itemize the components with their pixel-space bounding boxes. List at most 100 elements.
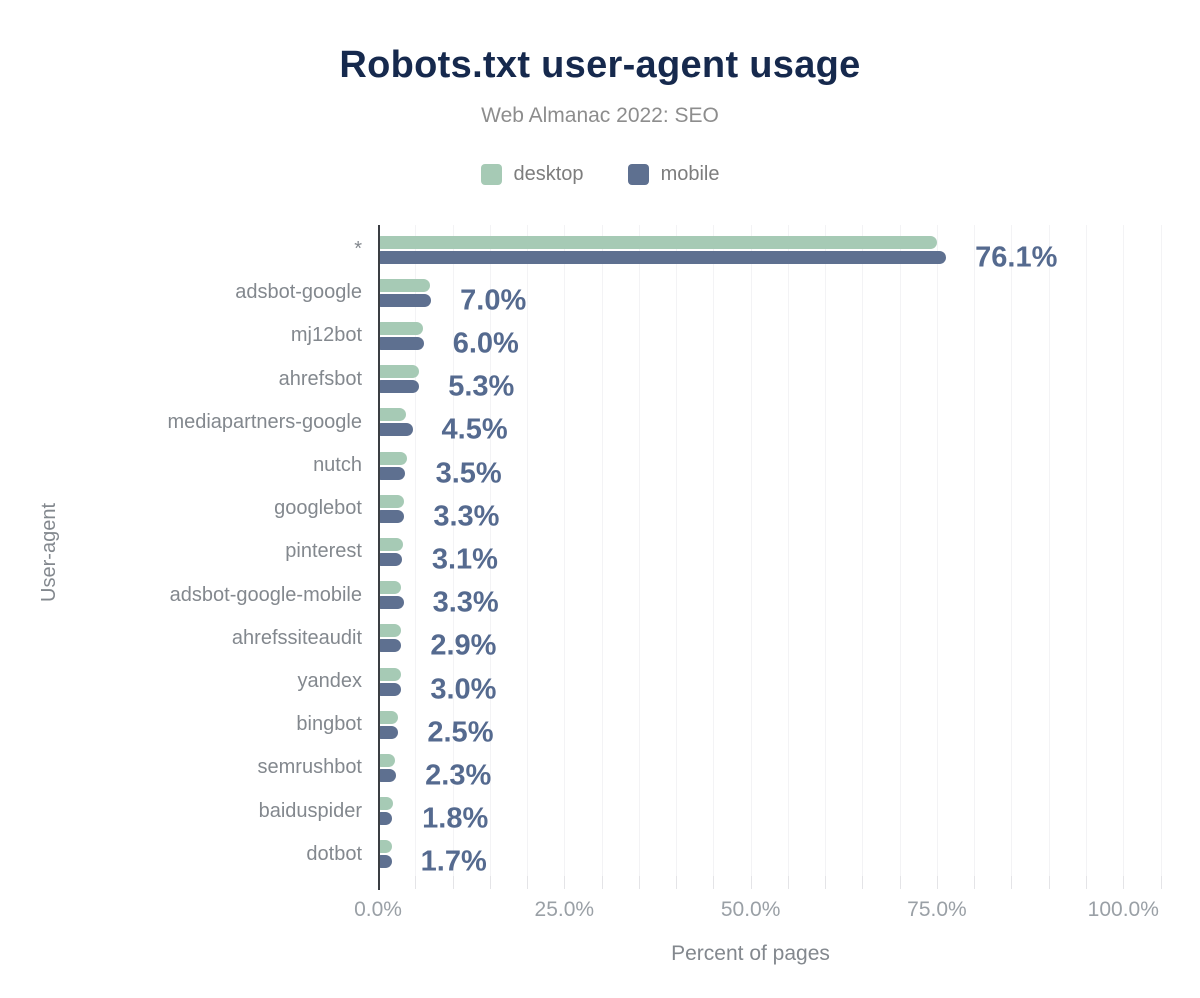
desktop-bar — [379, 278, 430, 292]
y-category-label: dotbot — [306, 842, 362, 865]
y-category-label: bingbot — [296, 713, 362, 736]
x-axis-tick — [1011, 876, 1013, 889]
desktop-bar — [379, 451, 407, 465]
desktop-bar — [379, 710, 399, 724]
y-axis-line — [378, 225, 380, 890]
mobile-bar — [379, 682, 402, 696]
value-label: 5.3% — [448, 370, 515, 403]
desktop-bar — [379, 624, 402, 638]
y-category-label: adsbot-google-mobile — [169, 583, 362, 606]
legend-item-mobile: mobile — [627, 163, 720, 186]
mobile-bar — [379, 596, 404, 610]
value-label: 7.0% — [460, 284, 527, 317]
value-label: 2.3% — [425, 759, 492, 792]
x-tick-label: 25.0% — [534, 898, 595, 921]
vertical-gridline — [1048, 225, 1050, 876]
vertical-gridline — [974, 225, 976, 876]
value-label: 3.3% — [432, 586, 499, 619]
bar-pair — [379, 797, 1169, 826]
value-label: 3.5% — [435, 457, 502, 490]
vertical-gridline — [899, 225, 901, 876]
mobile-bar — [379, 293, 432, 307]
desktop-bar — [379, 408, 406, 422]
bar-pair — [379, 624, 1169, 653]
bar-pair — [379, 581, 1169, 610]
x-tick-label: 50.0% — [720, 898, 781, 921]
mobile-bar — [379, 336, 424, 350]
x-axis-tick — [527, 876, 529, 889]
bar-row: 3.0% — [378, 660, 1168, 704]
desktop-bar — [379, 365, 420, 379]
mobile-swatch-icon — [627, 164, 649, 185]
value-label: 3.3% — [433, 500, 500, 533]
vertical-gridline — [1123, 225, 1125, 876]
bar-row: 1.7% — [378, 833, 1168, 876]
desktop-bar — [379, 235, 938, 249]
bar-row: 2.9% — [378, 617, 1168, 660]
x-axis-tick — [1086, 876, 1088, 889]
x-axis-tick — [489, 876, 491, 889]
vertical-gridline — [862, 225, 864, 876]
bar-row: 3.3% — [378, 487, 1168, 533]
bar-pair — [379, 840, 1169, 869]
desktop-bar — [379, 537, 403, 551]
bar-pair — [379, 235, 1169, 264]
desktop-bar — [379, 494, 405, 508]
mobile-bar — [379, 855, 392, 869]
desktop-bar — [379, 581, 401, 595]
vertical-gridline — [527, 225, 529, 876]
bar-row: 2.5% — [378, 703, 1169, 747]
bar-row: 76.1% — [378, 228, 1169, 272]
value-label: 6.0% — [452, 327, 519, 360]
y-category-label: mj12bot — [290, 324, 362, 347]
y-category-label: * — [354, 238, 362, 261]
mobile-bar — [379, 768, 397, 782]
x-axis-tick — [862, 876, 864, 889]
vertical-gridline — [415, 225, 417, 876]
desktop-bar — [379, 797, 394, 811]
vertical-gridline — [1011, 225, 1013, 876]
bar-pair — [379, 753, 1169, 782]
x-axis-tick — [676, 876, 678, 889]
x-tick-label: 75.0% — [907, 898, 967, 921]
bar-row: 6.0% — [378, 314, 1168, 360]
chart-title: Robots.txt user-agent usage — [339, 44, 861, 86]
x-axis-tick — [825, 876, 827, 889]
x-axis-tick — [750, 876, 752, 889]
x-axis-tick — [601, 876, 603, 889]
x-axis-tick — [713, 876, 715, 889]
vertical-gridline — [1086, 225, 1088, 876]
mobile-bar — [379, 250, 947, 264]
value-label: 4.5% — [441, 413, 508, 446]
mobile-bar — [379, 725, 398, 739]
x-axis-tick — [787, 876, 789, 889]
legend-label-mobile: mobile — [660, 163, 720, 185]
desktop-swatch-icon — [480, 164, 502, 185]
bar-row: 5.3% — [378, 358, 1168, 401]
bar-row: 3.5% — [378, 444, 1168, 490]
x-axis-title: Percent of pages — [671, 942, 830, 965]
chart-subtitle: Web Almanac 2022: SEO — [481, 104, 719, 127]
x-axis-tick — [974, 876, 976, 889]
vertical-gridline — [638, 225, 640, 876]
vertical-gridline — [750, 225, 752, 876]
vertical-gridline — [936, 225, 938, 876]
y-category-label: baiduspider — [258, 799, 362, 822]
vertical-gridline — [1160, 225, 1162, 876]
value-label: 2.9% — [430, 629, 497, 662]
x-tick-label: 100.0% — [1087, 898, 1159, 921]
mobile-bar — [379, 466, 406, 480]
vertical-gridline — [601, 225, 603, 876]
bar-pair — [379, 710, 1169, 739]
mobile-bar — [379, 639, 401, 653]
x-axis-tick — [1160, 876, 1162, 889]
x-axis-tick — [936, 876, 938, 889]
vertical-gridline — [825, 225, 827, 876]
vertical-gridline — [787, 225, 789, 876]
legend-item-desktop: desktop — [480, 163, 584, 186]
y-category-label: ahrefsbot — [278, 367, 362, 390]
bar-row: 1.8% — [378, 790, 1168, 833]
desktop-bar — [379, 840, 392, 854]
y-category-label: googlebot — [274, 497, 362, 520]
